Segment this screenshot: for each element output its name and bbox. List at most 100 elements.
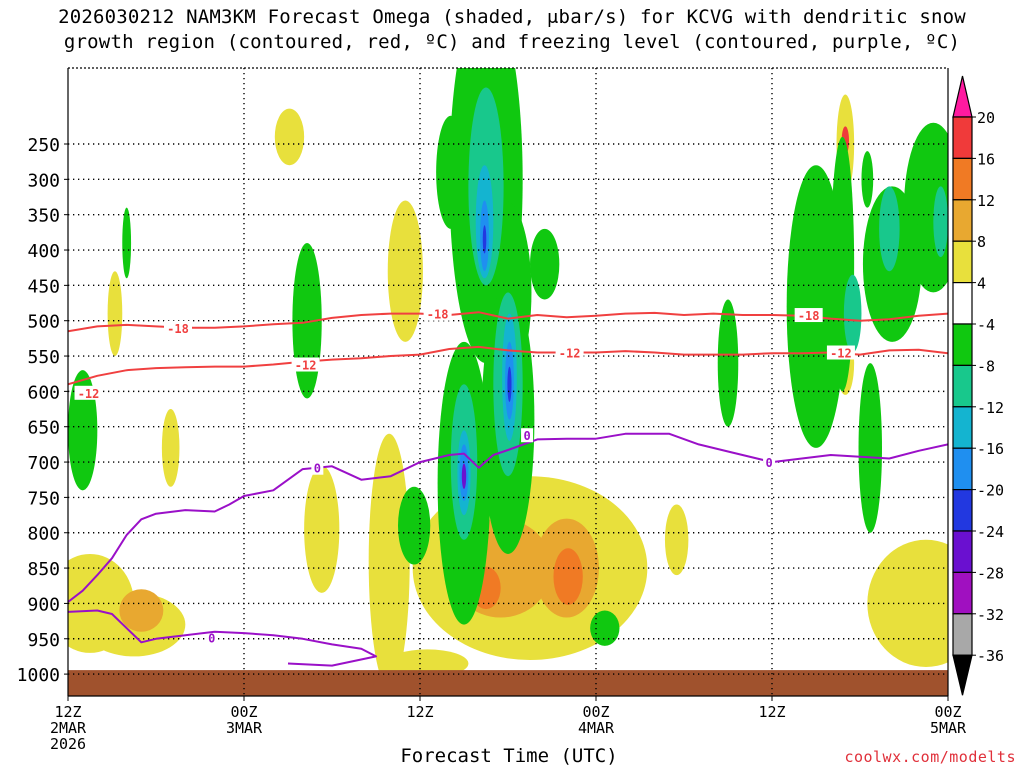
colorbar-label: -32 — [977, 606, 1004, 624]
colorbar-bin — [952, 489, 973, 532]
colorbar-bin — [952, 282, 973, 325]
y-tick-label: 400 — [27, 241, 60, 262]
contour-label: -12 — [830, 347, 852, 361]
omega-region — [398, 486, 431, 565]
x-tick-label: 00Z — [230, 703, 257, 721]
y-tick-label: 450 — [27, 276, 60, 297]
contour-label-bg — [291, 357, 320, 372]
y-tick-label: 350 — [27, 206, 60, 227]
y-tick-label: 250 — [27, 135, 60, 156]
x-tick-label: 2026 — [50, 735, 86, 753]
x-tick-label: 2MAR — [50, 719, 87, 737]
omega-region — [717, 299, 739, 427]
colorbar-label: -20 — [977, 482, 1004, 500]
y-tick-label: 600 — [27, 382, 60, 403]
contour-line — [68, 609, 377, 667]
colorbar-bin — [952, 406, 973, 449]
omega-region — [304, 465, 340, 593]
contour-label-bg — [164, 320, 192, 335]
omega-region — [530, 228, 560, 300]
omega-shading-layer — [68, 68, 948, 689]
colorbar-bin — [952, 157, 973, 201]
contour-label-bg — [763, 455, 776, 470]
contour-label: -12 — [559, 347, 581, 361]
y-tick-label: 700 — [27, 453, 60, 474]
chart-title-line-1: 2026030212 NAM3KM Forecast Omega (shaded… — [58, 6, 966, 28]
omega-region — [122, 207, 132, 279]
credit-link[interactable]: coolwx.com/modelts — [844, 748, 1016, 766]
omega-region — [933, 186, 948, 258]
colorbar-bin — [952, 75, 973, 118]
x-tick-label: 00Z — [582, 703, 609, 721]
omega-region — [867, 539, 948, 668]
grid-layer — [68, 68, 948, 696]
contour-label-bg — [794, 308, 823, 323]
x-tick-label: 4MAR — [578, 719, 615, 737]
x-tick-label: 5MAR — [930, 719, 967, 737]
y-tick-label: 1000 — [17, 665, 60, 686]
colorbar-label: -28 — [977, 564, 1004, 582]
contour-label: 0 — [765, 456, 772, 470]
pressure-axis: 250 300 350 400 450 500 550 600 650 700 750 800 850 9… — [17, 135, 68, 686]
colorbar-label: 12 — [977, 192, 995, 210]
omega-region — [590, 610, 620, 646]
colorbar-bin — [952, 613, 973, 656]
colorbar-label: -16 — [977, 440, 1004, 458]
contour-label: -18 — [167, 322, 189, 336]
y-tick-label: 850 — [27, 559, 60, 580]
contour-label-bg — [311, 460, 324, 475]
y-tick-label: 800 — [27, 524, 60, 545]
contour-label: -12 — [78, 387, 100, 401]
omega-region — [553, 548, 583, 605]
colorbar-label: -4 — [977, 316, 995, 334]
omega-region — [879, 186, 900, 272]
contour-label: 0 — [314, 462, 321, 476]
colorbar-bin — [952, 323, 973, 367]
omega-region — [436, 115, 466, 229]
contour-line — [68, 345, 948, 386]
omega-region — [461, 463, 467, 489]
chart-title-line-2: growth region (contoured, red, ºC) and f… — [63, 31, 961, 53]
contour-label-bg — [423, 306, 452, 321]
colorbar-bin — [952, 654, 973, 696]
colorbar-label: 8 — [977, 233, 986, 251]
omega-region — [274, 108, 305, 166]
y-tick-label: 550 — [27, 347, 60, 368]
x-tick-label: 12Z — [758, 703, 785, 721]
contour-line — [68, 432, 948, 603]
y-tick-label: 500 — [27, 312, 60, 333]
x-tick-label: 00Z — [934, 703, 961, 721]
colorbar-label: -8 — [977, 357, 995, 375]
contour-label: 0 — [523, 429, 530, 443]
y-tick-label: 950 — [27, 630, 60, 651]
omega-region — [861, 151, 874, 208]
omega-colorbar: 20 16 12 8 4 -4 -8 -12 -16 -20 -24 -28 -32 -36 — [952, 75, 1004, 696]
contour-label: 0 — [208, 631, 215, 645]
contour-label: -18 — [427, 308, 449, 322]
colorbar-label: -24 — [977, 523, 1004, 541]
omega-region — [858, 363, 882, 533]
omega-region — [368, 433, 410, 689]
colorbar-label: 4 — [977, 275, 986, 293]
contour-label-bg — [555, 345, 584, 360]
omega-region — [387, 200, 423, 342]
omega-region — [161, 409, 180, 487]
colorbar-label: 16 — [977, 150, 995, 168]
y-tick-label: 900 — [27, 594, 60, 615]
colorbar-label: 20 — [977, 109, 995, 127]
contour-label-bg — [74, 385, 103, 400]
omega-region — [664, 504, 689, 576]
omega-region — [68, 370, 98, 491]
colorbar-bin — [952, 116, 973, 160]
colorbar-bin — [952, 364, 973, 408]
omega-region — [482, 225, 487, 254]
omega-region — [107, 271, 123, 357]
colorbar-bin — [952, 530, 973, 574]
contour-label-bg — [521, 428, 534, 443]
omega-region — [843, 274, 862, 353]
x-axis-title: Forecast Time (UTC) — [400, 745, 618, 767]
plot-frame — [67, 67, 949, 697]
omega-region — [119, 589, 164, 632]
